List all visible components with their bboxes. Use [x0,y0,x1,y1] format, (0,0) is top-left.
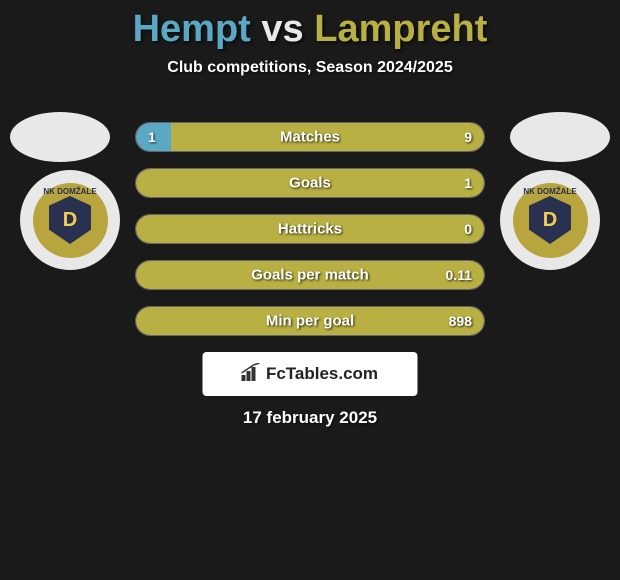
bar-label: Matches [280,129,340,146]
badge-club-text: NK DOMŽALE [43,187,96,196]
avatar-player1 [10,112,110,162]
comparison-bar: 0 Hattricks [135,214,485,244]
avatar-player2 [510,112,610,162]
club-badge-player2: NK DOMŽALE D [500,170,600,270]
bar-right-value: 9 [464,129,472,145]
bar-right-value: 1 [464,175,472,191]
date-text: 17 february 2025 [243,408,377,428]
fctables-logo[interactable]: FcTables.com [203,352,418,396]
player1-name: Hempt [133,8,251,50]
vs-text: vs [261,8,303,50]
badge-letter: D [63,209,77,232]
bar-label: Goals per match [251,267,369,284]
logo-text: FcTables.com [266,364,378,384]
bar-label: Min per goal [266,313,354,330]
bar-left-value: 1 [148,129,156,145]
badge-circle: NK DOMŽALE D [20,170,120,270]
comparison-bar: 898 Min per goal [135,306,485,336]
club-badge-player1: NK DOMŽALE D [20,170,120,270]
bar-label: Goals [289,175,331,192]
bar-label: Hattricks [278,221,342,238]
player2-name: Lampreht [314,8,487,50]
badge-inner: NK DOMŽALE D [513,183,588,258]
badge-shield: D [49,196,91,244]
comparison-bar: 1 Goals [135,168,485,198]
comparison-bar: 0.11 Goals per match [135,260,485,290]
chart-icon [242,363,262,386]
bar-right-value: 0.11 [446,267,472,283]
comparison-bars: 1 9 Matches 1 Goals 0 Hattricks 0.11 Goals per m… [135,122,485,352]
comparison-bar: 1 9 Matches [135,122,485,152]
badge-letter: D [543,209,557,232]
badge-circle: NK DOMŽALE D [500,170,600,270]
badge-shield: D [529,196,571,244]
page-title: Hempt vs Lampreht [0,0,620,51]
badge-inner: NK DOMŽALE D [33,183,108,258]
subtitle: Club competitions, Season 2024/2025 [0,59,620,77]
badge-club-text: NK DOMŽALE [523,187,576,196]
bar-right-value: 0 [464,221,472,237]
bar-right-value: 898 [449,313,472,329]
